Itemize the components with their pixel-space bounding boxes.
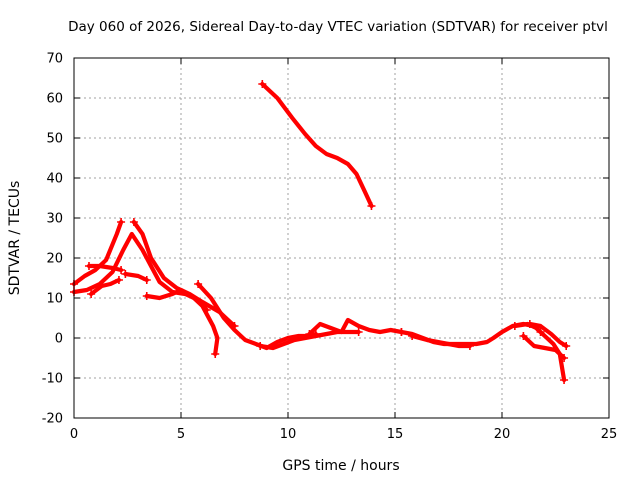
series-line [86, 263, 124, 273]
data-point-marker [397, 328, 406, 336]
data-point-marker [129, 218, 138, 226]
x-tick-label: 25 [601, 427, 618, 442]
y-tick-label: 0 [55, 332, 63, 347]
data-point-marker [211, 350, 220, 358]
series-line [521, 333, 567, 361]
x-tick-label: 10 [280, 427, 297, 442]
series-arc-12 [397, 321, 545, 347]
series-line [123, 271, 149, 283]
data-point-marker [194, 280, 203, 288]
series-arc-1 [70, 218, 126, 288]
data-point-marker [117, 218, 126, 226]
data-point-marker [408, 332, 417, 340]
grid-lines [74, 58, 609, 418]
series-arc-7 [142, 287, 220, 358]
data-point-marker [142, 276, 151, 284]
x-tick-label: 5 [177, 427, 185, 442]
series-line [527, 321, 569, 349]
data-point-marker [305, 330, 314, 338]
y-tick-label: -10 [42, 372, 63, 387]
data-point-marker [121, 270, 130, 278]
x-tick-label: 20 [494, 427, 511, 442]
data-point-marker [519, 332, 528, 340]
series-line [307, 317, 404, 337]
y-tick-label: 10 [46, 292, 63, 307]
series-arc-11 [258, 80, 376, 210]
data-point-marker [142, 292, 151, 300]
data-point-marker [117, 266, 126, 274]
x-tick-label: 0 [70, 427, 78, 442]
data-point-marker [562, 342, 571, 350]
y-axis-label: SDTVAR / TECUs [7, 181, 23, 296]
x-axis-label: GPS time / hours [282, 458, 399, 474]
y-tick-label: 50 [46, 132, 63, 147]
plot-frame [73, 57, 610, 419]
data-point-marker [560, 376, 569, 384]
series-line [88, 277, 122, 297]
y-tick-label: 40 [46, 172, 63, 187]
y-tick-label: 70 [46, 52, 63, 67]
axis-ticks: 0 5 10 15 20 25 -20 -10 0 10 20 30 40 50 60 70 [42, 52, 618, 443]
series-arc-3 [84, 262, 126, 274]
series-arc-5 [121, 270, 151, 284]
series-line [410, 333, 472, 349]
series-arc-13 [408, 332, 474, 350]
y-tick-label: 30 [46, 212, 63, 227]
series-line [260, 81, 374, 209]
data-point-marker [367, 202, 376, 210]
y-tick-label: 60 [46, 92, 63, 107]
x-tick-label: 15 [387, 427, 404, 442]
data-point-marker [87, 290, 96, 298]
data-point-marker [465, 342, 474, 350]
y-tick-label: 20 [46, 252, 63, 267]
data-series [70, 80, 571, 384]
data-point-marker [114, 276, 123, 284]
series-line [144, 287, 220, 357]
series-arc-4 [87, 276, 123, 298]
series-arc-15 [519, 332, 569, 362]
data-point-marker [256, 342, 265, 350]
data-point-marker [525, 320, 534, 328]
data-point-marker [354, 328, 363, 336]
series-line [71, 219, 124, 287]
y-tick-label: -20 [42, 412, 63, 427]
data-point-marker [560, 354, 569, 362]
data-point-marker [84, 262, 93, 270]
series-line [131, 219, 237, 329]
data-point-marker [258, 80, 267, 88]
series-arc-16 [525, 320, 571, 350]
chart-title: Day 060 of 2026, Sidereal Day-to-day VTE… [68, 19, 608, 35]
data-point-marker [510, 322, 519, 330]
